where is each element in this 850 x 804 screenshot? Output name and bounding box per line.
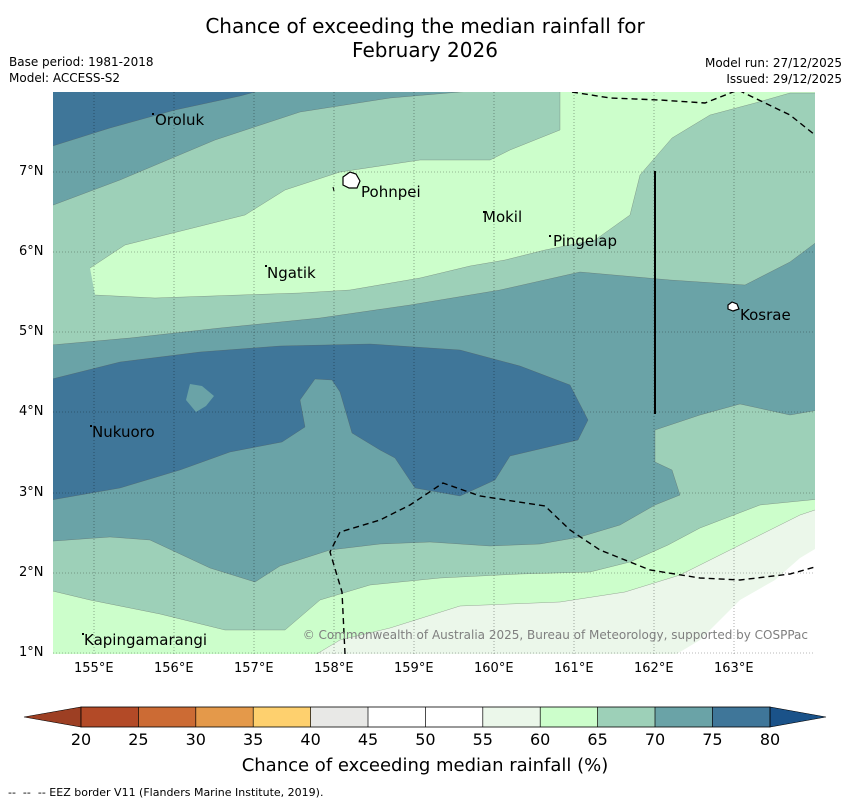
atoll-markers xyxy=(82,113,551,635)
lon-tick-160: 160°E xyxy=(474,661,514,676)
place-label-oroluk: Oroluk xyxy=(155,111,205,129)
eez-borders xyxy=(329,92,815,654)
pohnpei-islet xyxy=(332,186,335,192)
eez-legend: -- -- -- EEZ border V11 (Flanders Marine… xyxy=(8,786,324,799)
lon-tick-162: 162°E xyxy=(634,661,674,676)
issued-date: Issued: 29/12/2025 xyxy=(726,72,842,86)
colorbar-swatch-70-75 xyxy=(655,707,713,727)
colorbar-swatch-65-70 xyxy=(597,707,655,727)
colorbar-tick-60: 60 xyxy=(530,730,551,749)
lat-tick-3: 3°N xyxy=(19,485,44,500)
colorbar-label: Chance of exceeding median rainfall (%) xyxy=(241,755,609,776)
base-period: Base period: 1981-2018 xyxy=(9,55,154,69)
copyright-notice: © Commonwealth of Australia 2025, Bureau… xyxy=(302,628,808,642)
lat-tick-7: 7°N xyxy=(19,164,44,179)
colorbar-tick-55: 55 xyxy=(472,730,493,749)
lat-tick-1: 1°N xyxy=(19,645,44,660)
contour-band-55-60 xyxy=(316,510,815,654)
probability-contours xyxy=(53,92,815,654)
colorbar-swatch-55-60 xyxy=(482,707,541,727)
colorbar-swatch-45-50 xyxy=(368,707,426,727)
place-label-mokil: Mokil xyxy=(483,208,523,226)
colorbar-swatch-30-35 xyxy=(195,707,254,727)
contour-band-75-80-central xyxy=(53,344,588,500)
chart-title-line1: Chance of exceeding the median rainfall … xyxy=(205,14,645,38)
model-run-date: Model run: 27/12/2025 xyxy=(704,56,842,70)
colorbar-tick-65: 65 xyxy=(587,730,608,749)
lon-tick-156: 156°E xyxy=(154,661,194,676)
colorbar-outline xyxy=(80,706,771,728)
contour-band-60-65-north xyxy=(90,92,815,298)
colorbar-tick-50: 50 xyxy=(415,730,436,749)
kosrae-island xyxy=(727,301,740,312)
contour-hole-70-75 xyxy=(186,384,214,412)
lat-tick-5: 5°N xyxy=(19,324,44,339)
model-name: Model: ACCESS-S2 xyxy=(9,71,121,85)
colorbar-tick-70: 70 xyxy=(644,730,666,749)
pohnpei-island xyxy=(342,171,361,189)
place-label-pingelap: Pingelap xyxy=(553,232,618,250)
lat-tick-6: 6°N xyxy=(19,244,44,259)
lat-tick-4: 4°N xyxy=(19,404,44,419)
place-label-kapingamarangi: Kapingamarangi xyxy=(84,631,208,649)
lon-tick-159: 159°E xyxy=(394,661,434,676)
chart-title-line2: February 2026 xyxy=(352,38,498,62)
place-label-nukuoro: Nukuoro xyxy=(92,423,155,441)
colorbar-extend-high xyxy=(769,706,827,728)
graticule xyxy=(53,92,815,654)
colorbar-swatch-40-45 xyxy=(310,707,368,727)
contour-band-75-80-north xyxy=(53,92,255,146)
colorbar-extend-low xyxy=(23,706,82,728)
place-label-kosrae: Kosrae xyxy=(740,306,791,324)
colorbar-swatch-25-30 xyxy=(138,707,196,727)
colorbar-swatch-75-80 xyxy=(712,707,770,727)
colorbar-swatch-35-40 xyxy=(253,707,311,727)
colorbar-swatch-60-65 xyxy=(540,707,598,727)
colorbar-tick-20: 20 xyxy=(70,730,92,749)
colorbar-swatch-50-55 xyxy=(425,707,483,727)
lat-tick-2: 2°N xyxy=(19,565,44,580)
colorbar-tick-75: 75 xyxy=(702,730,723,749)
lon-tick-157: 157°E xyxy=(234,661,274,676)
colorbar-tick-25: 25 xyxy=(128,730,149,749)
lon-tick-163: 163°E xyxy=(714,661,754,676)
lon-tick-158: 158°E xyxy=(314,661,354,676)
lon-tick-155: 155°E xyxy=(74,661,114,676)
colorbar-tick-40: 40 xyxy=(300,730,321,749)
colorbar-swatch-20-25 xyxy=(81,707,139,727)
lon-tick-161: 161°E xyxy=(554,661,594,676)
place-label-ngatik: Ngatik xyxy=(267,264,316,282)
place-label-pohnpei: Pohnpei xyxy=(361,183,421,201)
colorbar-tick-80: 80 xyxy=(759,730,781,749)
colorbar-tick-30: 30 xyxy=(185,730,206,749)
colorbar-tick-45: 45 xyxy=(357,730,379,749)
colorbar-tick-35: 35 xyxy=(243,730,264,749)
colorbar xyxy=(23,706,827,728)
